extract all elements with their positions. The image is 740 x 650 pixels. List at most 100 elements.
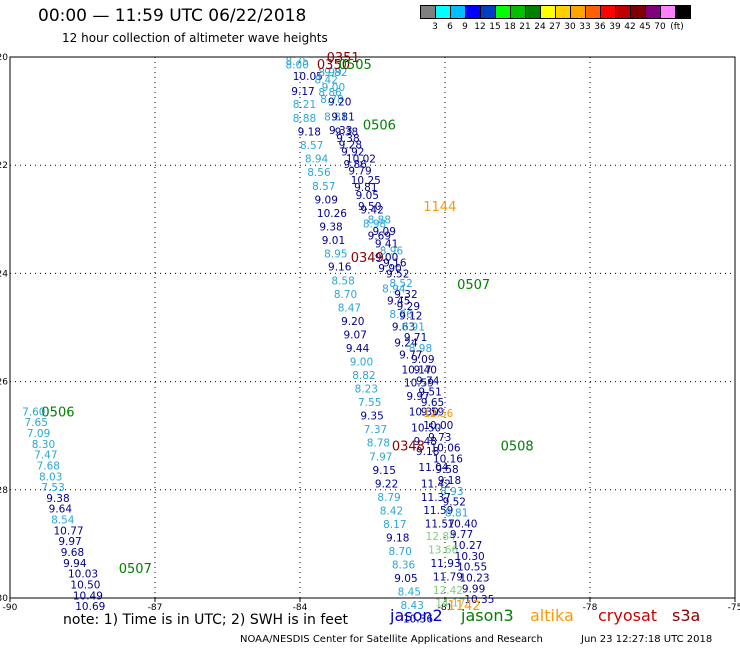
data-point: 9.28 — [339, 140, 362, 152]
data-point: 9.40 — [414, 365, 437, 377]
units-note: note: 1) Time is in UTC; 2) SWH is in fe… — [63, 612, 349, 628]
data-point: 8.47 — [338, 302, 361, 314]
data-point: 7.65 — [25, 417, 48, 429]
data-point: 10.77 — [54, 525, 84, 537]
data-point: 14.17 — [435, 597, 465, 609]
data-point: 11.37 — [421, 492, 451, 504]
data-point: 8.88 — [293, 113, 316, 125]
chart-title: 00:00 — 11:59 UTC 06/22/2018 — [38, 6, 307, 26]
data-point: 9.16 — [328, 261, 352, 273]
data-point: 10.16 — [433, 453, 463, 465]
data-point: 8.81 — [445, 508, 468, 520]
data-point: 9.09 — [315, 194, 338, 206]
generated-timestamp: Jun 23 12:27:18 UTC 2018 — [581, 634, 713, 645]
data-point: 7.60 — [22, 406, 45, 418]
chart-subtitle: 12 hour collection of altimeter wave hei… — [62, 31, 328, 45]
data-point: 10.05 — [293, 71, 323, 83]
satellite-legend-altika: altika — [530, 606, 574, 625]
data-point: 8.75 — [286, 56, 309, 68]
x-tick-label: -87 — [148, 603, 163, 613]
data-point: 8.23 — [355, 384, 378, 396]
color-swatch-17 — [675, 5, 691, 19]
data-point: 7.68 — [37, 460, 60, 472]
data-point: 9.82 — [324, 67, 347, 79]
data-point: 8.70 — [388, 546, 411, 558]
data-point: 9.97 — [406, 391, 429, 403]
data-point: 10.59 — [404, 378, 434, 390]
data-point: 9.18 — [298, 127, 321, 139]
data-point: 9.90 — [378, 263, 401, 275]
data-point: 10.02 — [346, 154, 376, 166]
y-tick-label: -22 — [0, 161, 8, 171]
data-point: 9.44 — [346, 343, 370, 355]
color-legend-label: 6 — [447, 22, 453, 32]
color-legend-label: 9 — [462, 22, 468, 32]
color-legend-label: 21 — [519, 22, 531, 32]
y-tick-label: -24 — [0, 269, 8, 279]
data-point: 8.70 — [334, 289, 357, 301]
data-point: 9.18 — [386, 532, 409, 544]
data-point: 12.84 — [426, 531, 456, 543]
pass-time-label: 0505 — [339, 58, 372, 73]
data-point: 7.47 — [34, 450, 57, 462]
x-tick-label: -90 — [3, 603, 18, 613]
data-point: 10.30 — [409, 406, 439, 418]
data-point: 11.93 — [431, 558, 461, 570]
color-legend-label: 24 — [534, 22, 546, 32]
data-point: 9.77 — [450, 529, 473, 541]
data-point: 9.17 — [291, 86, 314, 98]
data-point: 9.63 — [392, 321, 415, 333]
data-point: 8.03 — [39, 471, 62, 483]
data-point: 8.86 — [318, 87, 342, 99]
data-point: 9.77 — [399, 350, 422, 362]
color-legend-unit: (ft) — [670, 22, 684, 32]
color-legend-labels: 3 6 9 12 15 18 21 24 27 30 33 36 39 42 45 70 (ft) — [420, 22, 690, 36]
pass-time-label: 0350 — [317, 58, 350, 73]
data-point: 10.49 — [73, 590, 103, 602]
data-point: 9.81 — [354, 182, 377, 194]
data-point: 10.06 — [431, 443, 461, 455]
data-point: 8.30 — [32, 439, 55, 451]
data-point: 9.05 — [356, 190, 379, 202]
data-point: 9.92 — [341, 147, 364, 159]
data-point: 11.57 — [425, 518, 455, 530]
pass-time-label: 0506 — [363, 119, 396, 134]
data-point: 9.16 — [383, 258, 407, 270]
data-point: 9.01 — [322, 235, 345, 247]
color-legend: 3 6 9 12 15 18 21 24 27 30 33 36 39 42 45 70 (ft) — [420, 5, 691, 36]
data-point: 9.38 — [335, 127, 358, 139]
satellite-legend-jason2: jason2 — [390, 606, 443, 625]
data-point: 9.94 — [63, 558, 87, 570]
data-point: 8.96 — [380, 246, 404, 258]
data-point: 8.57 — [300, 140, 323, 152]
data-point: 12.56 — [423, 408, 453, 420]
data-point: 8.99 — [318, 67, 341, 79]
data-point: 8.88 — [368, 214, 391, 226]
data-point: 9.45 — [387, 295, 410, 307]
data-point: 9.86 — [344, 159, 368, 171]
data-point: 8.42 — [315, 75, 338, 87]
color-legend-label: 36 — [594, 22, 606, 32]
data-point: 10.30 — [455, 551, 485, 563]
data-point: 10.26 — [317, 208, 347, 220]
data-point: 8.21 — [293, 99, 316, 111]
pass-time-label: 0507 — [457, 278, 490, 293]
data-point: 10.50 — [70, 579, 100, 591]
satellite-legend-cryosat: cryosat — [598, 606, 658, 625]
data-point: 9.05 — [394, 573, 417, 585]
data-point: 9.42 — [360, 205, 383, 217]
data-point: 13.66 — [428, 544, 458, 556]
data-point: 9.52 — [386, 268, 409, 280]
data-point: 10.55 — [457, 562, 487, 574]
data-point: 8.79 — [377, 492, 400, 504]
color-legend-label: 70 — [654, 22, 666, 32]
color-legend-label: 3 — [432, 22, 438, 32]
data-point: 9.18 — [438, 475, 461, 487]
color-legend-swatches — [420, 5, 691, 19]
data-point: 9.09 — [411, 354, 434, 366]
y-tick-label: -30 — [0, 594, 8, 604]
data-point: 8.17 — [383, 519, 406, 531]
data-point: 11.59 — [423, 505, 453, 517]
data-point: 9.41 — [375, 239, 398, 251]
data-point: 9.33 — [329, 125, 352, 137]
